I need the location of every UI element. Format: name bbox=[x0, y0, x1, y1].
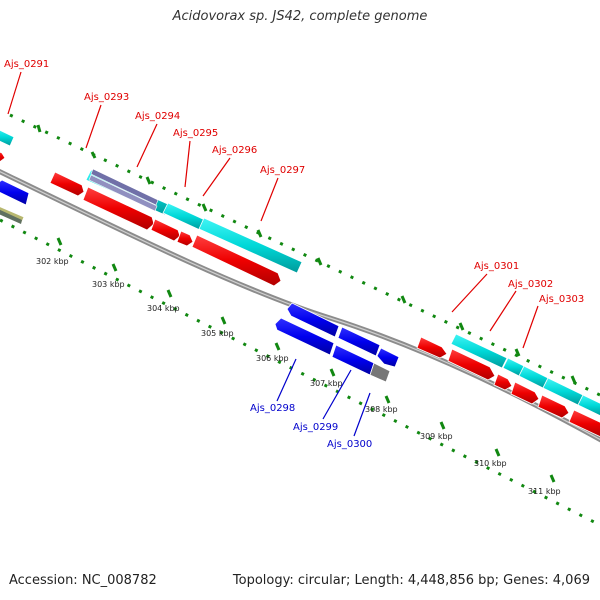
gene-arrow-0291 bbox=[0, 151, 6, 163]
gene-arrow-left-blue bbox=[0, 179, 30, 206]
gene-label-0300: Ajs_0300 bbox=[327, 439, 372, 450]
gene-arrow-0303 bbox=[537, 394, 570, 419]
gene-arrow-0301 bbox=[416, 336, 448, 359]
kbp-label-307: 307 kbp bbox=[310, 379, 343, 388]
gene-arrow-0292 bbox=[49, 171, 85, 197]
misc-feature-left-b bbox=[0, 209, 22, 224]
reverse-gene-track bbox=[0, 179, 400, 376]
cds-feature-0304 bbox=[577, 394, 600, 416]
gene-arrow-0293 bbox=[82, 186, 155, 231]
label-leader-lines-reverse bbox=[276, 358, 371, 437]
gene-arrow-0297 bbox=[191, 234, 282, 287]
inner-tick-ring bbox=[0, 218, 600, 527]
gene-label-0302: Ajs_0302 bbox=[508, 279, 553, 290]
gene-label-0296: Ajs_0296 bbox=[212, 145, 257, 156]
cds-feature-0301 bbox=[450, 333, 508, 369]
gene-label-0295: Ajs_0295 bbox=[173, 128, 218, 139]
kbp-label-302: 302 kbp bbox=[36, 257, 69, 266]
gene-arrow-0302 bbox=[493, 373, 513, 391]
gene-arrow-0295 bbox=[176, 230, 194, 247]
kbp-label-311: 311 kbp bbox=[528, 487, 561, 496]
kbp-label-310: 310 kbp bbox=[474, 459, 507, 468]
outer-major-ticks bbox=[36, 124, 577, 384]
forward-gene-track bbox=[0, 151, 600, 437]
kbp-label-304: 304 kbp bbox=[147, 304, 180, 313]
gene-arrow-0294 bbox=[150, 218, 181, 242]
kbp-label-305: 305 kbp bbox=[201, 329, 234, 338]
kbp-label-309: 309 kbp bbox=[420, 432, 453, 441]
gene-label-0291: Ajs_0291 bbox=[4, 59, 49, 70]
gene-label-0301: Ajs_0301 bbox=[474, 261, 519, 272]
gene-label-0299: Ajs_0299 bbox=[293, 422, 338, 433]
label-leader-lines bbox=[7, 71, 539, 349]
gene-arrow-0298 bbox=[274, 317, 335, 356]
cds-feature-0297 bbox=[198, 217, 303, 274]
gene-arrow-0304 bbox=[568, 409, 600, 437]
gene-label-0294: Ajs_0294 bbox=[135, 111, 180, 122]
genome-backbone bbox=[0, 168, 600, 443]
map-title: Acidovorax sp. JS42, complete genome bbox=[172, 9, 428, 24]
inner-major-ticks bbox=[56, 237, 556, 483]
kbp-label-303: 303 kbp bbox=[92, 280, 125, 289]
gene-label-0293: Ajs_0293 bbox=[84, 92, 129, 103]
gene-label-0303: Ajs_0303 bbox=[539, 294, 584, 305]
gene-arrow-0298a bbox=[286, 302, 340, 338]
pseudo-feature-0300 bbox=[369, 362, 391, 383]
cds-feature-0295 bbox=[162, 202, 206, 231]
gene-arrow-0301b bbox=[447, 348, 496, 381]
gene-label-0297: Ajs_0297 bbox=[260, 165, 305, 176]
outer-tick-ring bbox=[9, 113, 600, 397]
gene-arrow-0298c bbox=[376, 347, 400, 368]
genome-backbone-highlight bbox=[0, 171, 600, 441]
cds-feature-0291 bbox=[0, 129, 15, 147]
kbp-label-308: 308 kbp bbox=[365, 405, 398, 414]
gene-arrow-0302b bbox=[510, 381, 540, 405]
cds-feature-0302b bbox=[518, 365, 549, 389]
kbp-label-306: 306 kbp bbox=[256, 354, 289, 363]
gene-label-0298: Ajs_0298 bbox=[250, 403, 295, 414]
gene-labels: Ajs_0291 Ajs_0293 Ajs_0294 Ajs_0295 Ajs_… bbox=[4, 59, 584, 450]
rna-features bbox=[88, 168, 159, 212]
accession-text: Accession: NC_008782 bbox=[9, 573, 157, 588]
gene-arrow-0298b bbox=[337, 326, 381, 357]
genome-summary-text: Topology: circular; Length: 4,448,856 bp… bbox=[232, 573, 590, 588]
